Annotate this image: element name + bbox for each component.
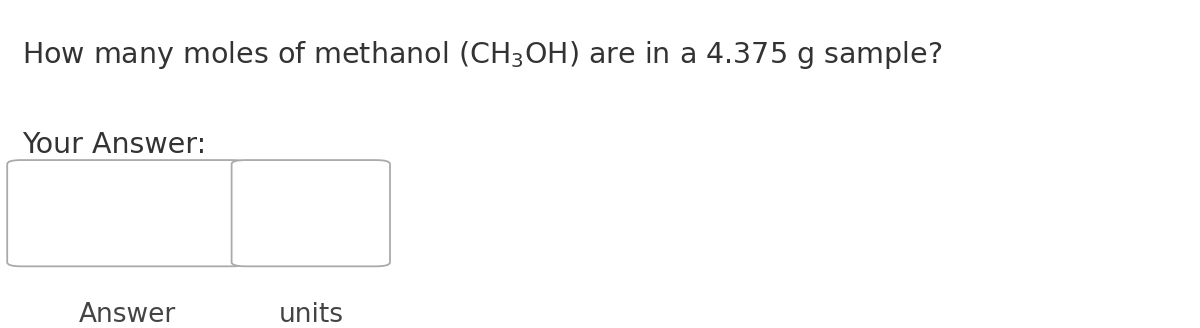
Text: Answer: Answer (78, 302, 176, 328)
FancyBboxPatch shape (232, 160, 390, 266)
Text: Your Answer:: Your Answer: (22, 131, 206, 159)
FancyBboxPatch shape (7, 160, 246, 266)
Text: How many moles of methanol (CH$_3$OH) are in a 4.375 g sample?: How many moles of methanol (CH$_3$OH) ar… (22, 39, 942, 72)
Text: units: units (278, 302, 343, 328)
